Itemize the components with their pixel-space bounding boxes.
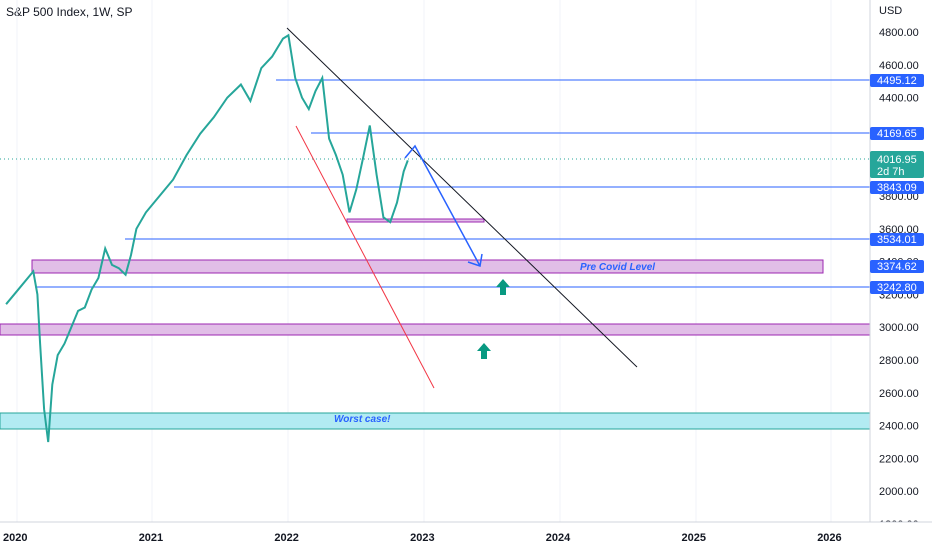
- up-arrow-icon: [496, 279, 510, 295]
- x-tick-label: 2020: [3, 532, 27, 544]
- forecast-arrow[interactable]: [404, 144, 481, 267]
- svg-text:4169.65: 4169.65: [877, 128, 917, 140]
- tag-4495: 4495.12: [870, 74, 924, 87]
- tag-3374: 3374.62: [870, 260, 924, 273]
- tag-3843: 3843.09: [870, 181, 924, 194]
- x-tick-label: 2024: [546, 532, 571, 544]
- support-box[interactable]: [346, 218, 485, 223]
- tag-3242: 3242.80: [870, 281, 924, 294]
- svg-text:4016.95: 4016.95: [877, 154, 917, 166]
- y-tick-label: 3000.00: [879, 322, 919, 334]
- svg-text:3242.80: 3242.80: [877, 282, 917, 294]
- x-tick-label: 2021: [139, 532, 163, 544]
- pre-covid-zone[interactable]: [31, 259, 824, 274]
- x-axis-ticks: 2020 2021 2022 2023 2024 2025 2026: [3, 532, 842, 544]
- worst-case-zone[interactable]: [0, 412, 871, 430]
- price-series: [5, 33, 409, 443]
- y-tick-label: 3600.00: [879, 224, 919, 236]
- channel-line[interactable]: [295, 125, 435, 389]
- descending-trendline[interactable]: [286, 27, 638, 368]
- y-tick-label: 2000.00: [879, 486, 919, 498]
- y-tick-label: 4400.00: [879, 93, 919, 105]
- pre-covid-label: Pre Covid Level: [580, 262, 655, 273]
- up-arrow-icon: [477, 343, 491, 359]
- y-tick-label: 4800.00: [879, 27, 919, 39]
- chart-title: S&P 500 Index, 1W, SP: [6, 5, 133, 19]
- tag-3534: 3534.01: [870, 233, 924, 246]
- y-tick-label: 4600.00: [879, 60, 919, 72]
- y-tick-label: 2800.00: [879, 355, 919, 367]
- svg-text:3534.01: 3534.01: [877, 234, 917, 246]
- x-tick-label: 2025: [682, 532, 706, 544]
- time-axis[interactable]: [0, 522, 932, 550]
- svg-text:4495.12: 4495.12: [877, 75, 917, 87]
- y-tick-label: 2400.00: [879, 421, 919, 433]
- lower-purple-zone[interactable]: [0, 323, 871, 336]
- svg-text:3843.09: 3843.09: [877, 182, 917, 194]
- svg-text:2d 7h: 2d 7h: [877, 166, 905, 178]
- currency-label: USD: [879, 5, 902, 17]
- svg-text:3374.62: 3374.62: [877, 261, 917, 273]
- tag-4169: 4169.65: [870, 127, 924, 140]
- x-tick-label: 2023: [410, 532, 434, 544]
- worst-case-label: Worst case!: [334, 414, 391, 425]
- x-tick-label: 2026: [817, 532, 841, 544]
- forecast-arrowhead: [467, 253, 483, 267]
- y-tick-label: 2600.00: [879, 388, 919, 400]
- x-tick-label: 2022: [274, 532, 298, 544]
- price-axis[interactable]: [870, 0, 932, 550]
- y-tick-label: 2200.00: [879, 453, 919, 465]
